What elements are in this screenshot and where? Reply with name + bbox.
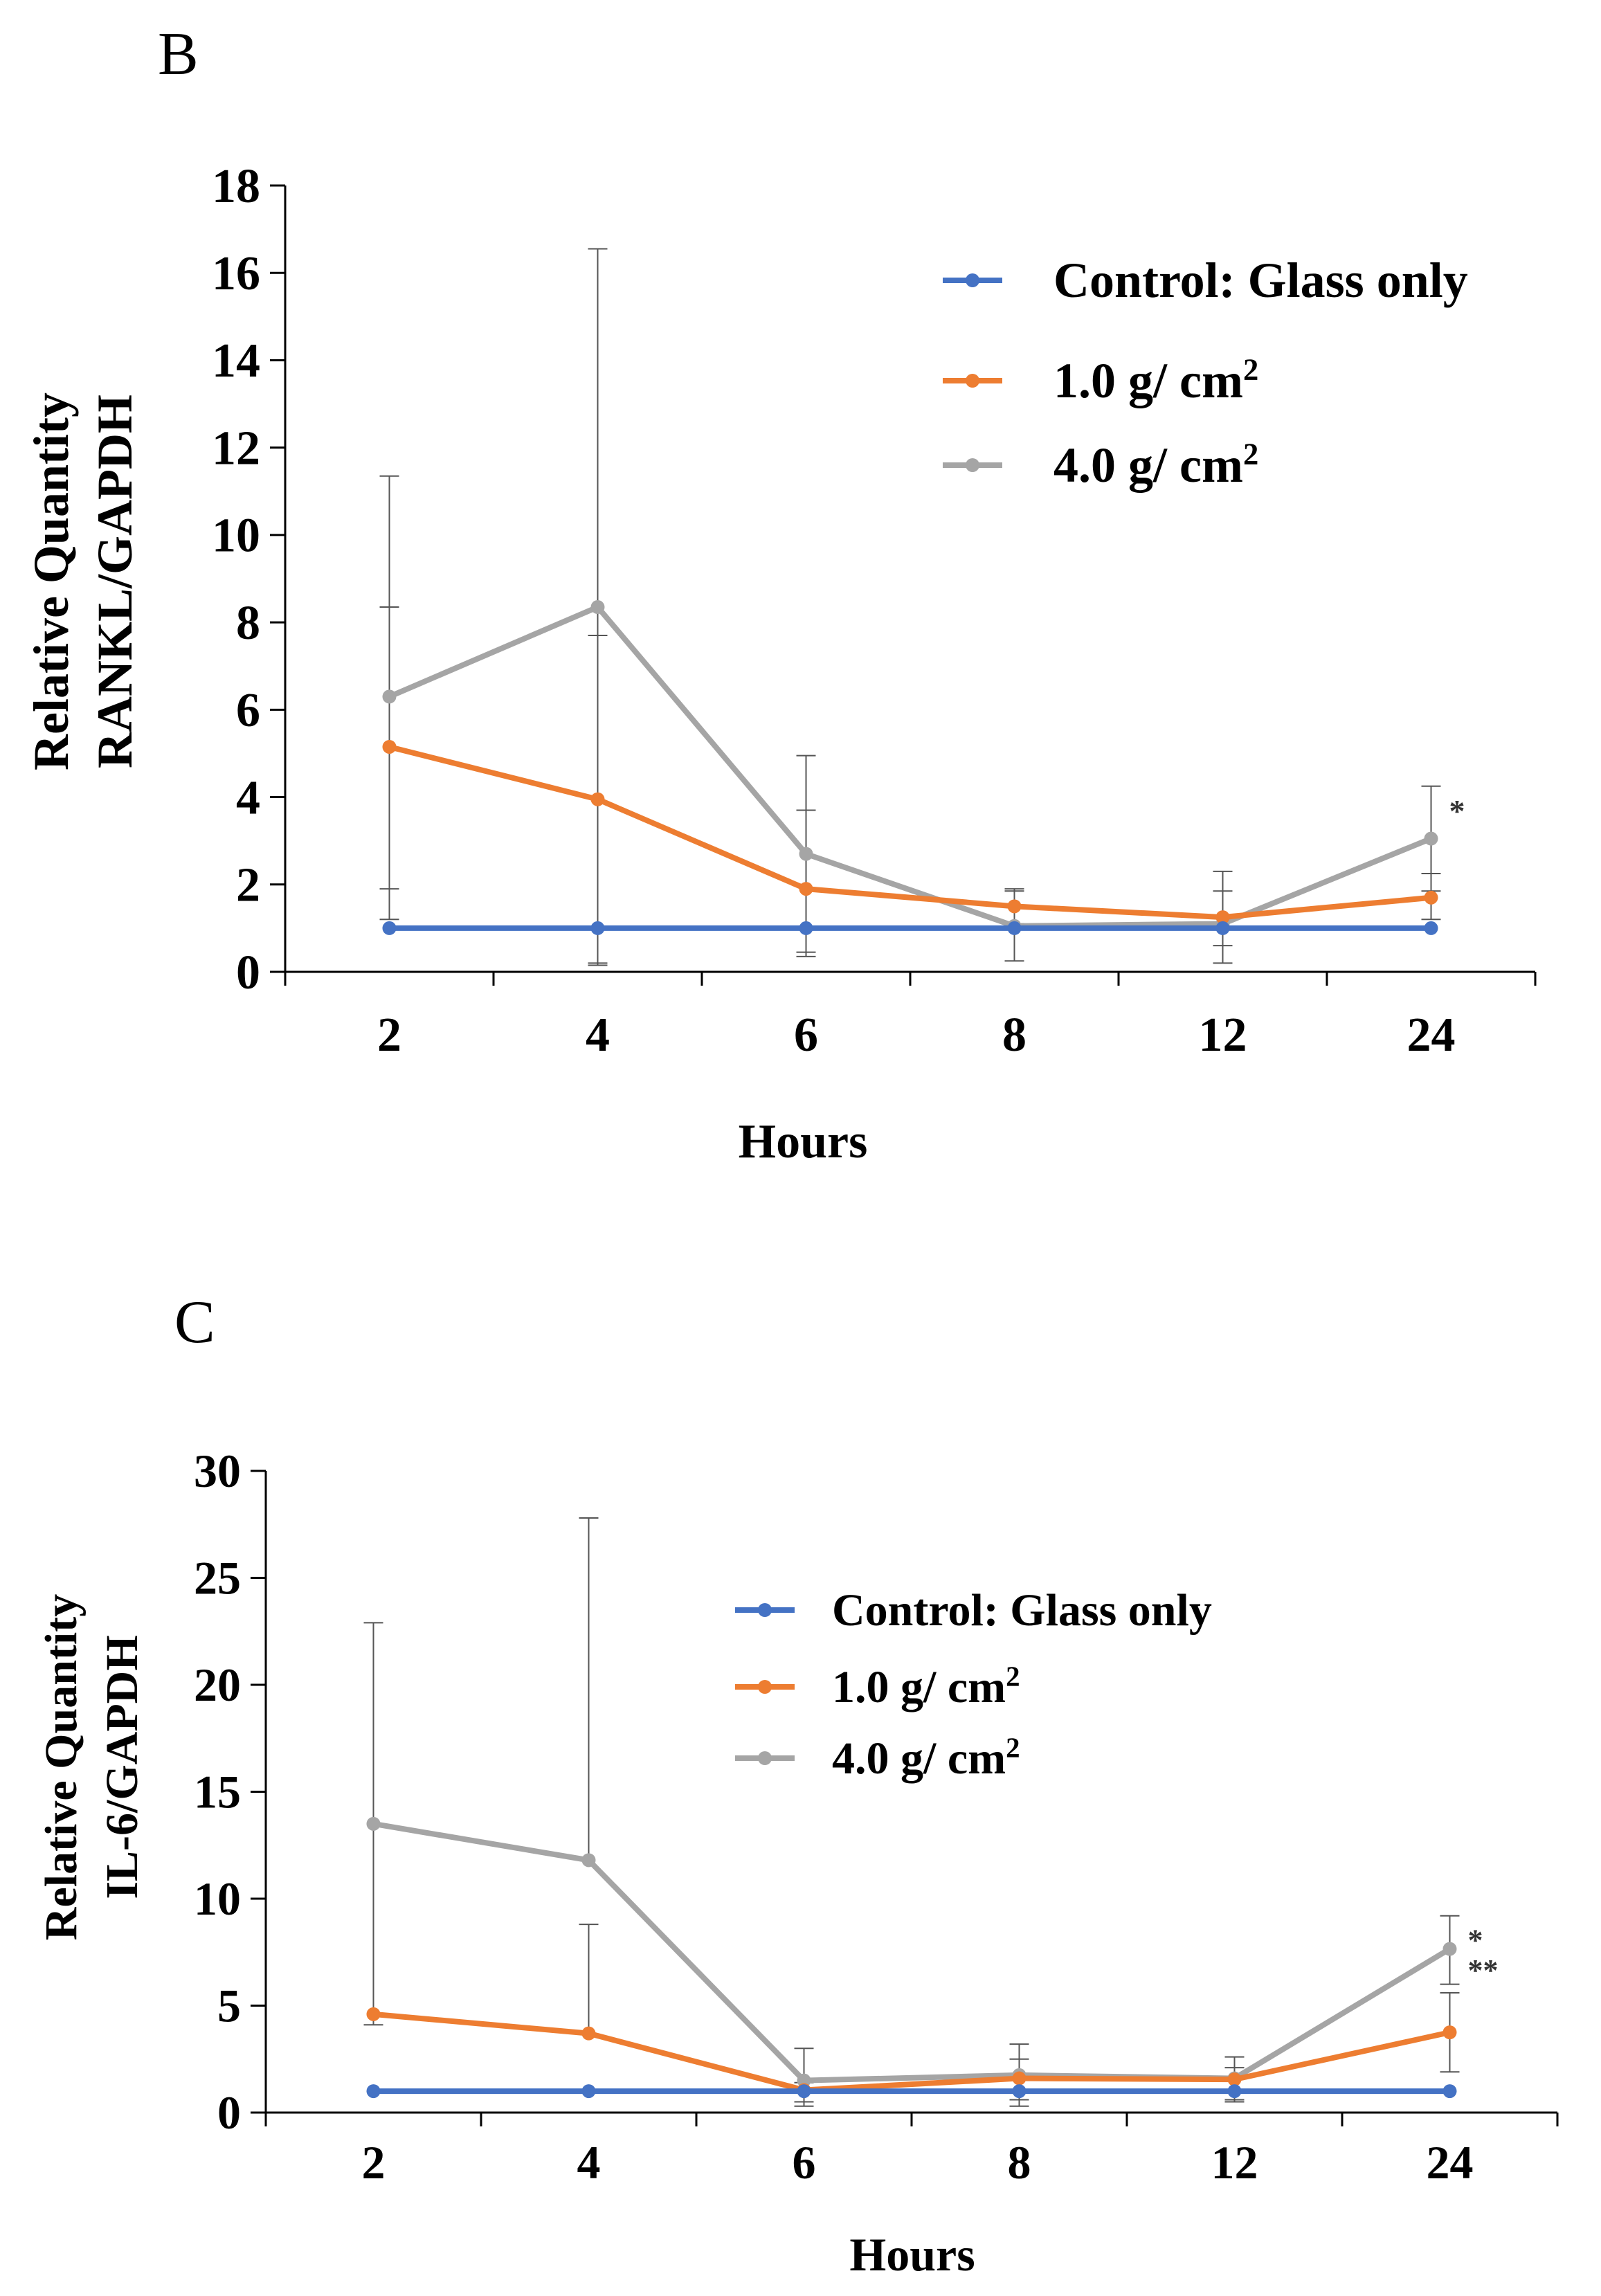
data-point — [581, 2084, 596, 2099]
significance-marker: * — [1468, 1924, 1483, 1958]
legend-label: Control: Glass only — [832, 1585, 1212, 1636]
x-tick-label: 6 — [793, 2136, 816, 2189]
x-tick-label: 24 — [1407, 1009, 1456, 1062]
x-axis-title: Hours — [849, 2228, 975, 2281]
data-point — [581, 1853, 596, 1868]
legend-label: 1.0 g/ cm2 — [1053, 352, 1258, 408]
y-tick-label: 6 — [236, 684, 260, 737]
data-point — [366, 2084, 381, 2099]
x-tick-label: 2 — [377, 1009, 401, 1062]
data-point — [1442, 1942, 1457, 1956]
significance-marker: ** — [1468, 1953, 1499, 1987]
data-point — [799, 921, 813, 935]
x-tick-label: 12 — [1211, 2136, 1258, 2189]
data-point — [581, 2026, 596, 2041]
y-tick-label: 0 — [217, 2086, 241, 2139]
data-point — [382, 921, 397, 935]
data-point — [1227, 2084, 1242, 2099]
panel-c: C 0 5 10 15 20 25 30 2 4 6 8 12 24 Hours Relative Quan… — [0, 1274, 1601, 2296]
legend-label: 4.0 g/ cm2 — [1053, 437, 1258, 493]
panel-letter-b: B — [158, 21, 199, 88]
legend-label-superscript: 2 — [1243, 437, 1258, 471]
series-line — [373, 2011, 1451, 2093]
data-point — [1227, 2072, 1242, 2087]
panel-letter-c: C — [174, 1289, 215, 1356]
legend-label: 4.0 g/ cm2 — [832, 1733, 1020, 1784]
x-tick-label: 4 — [577, 2136, 601, 2189]
y-tick-label: 25 — [194, 1552, 241, 1605]
data-point — [1424, 890, 1438, 905]
y-axis-title-line: Relative Quantity — [36, 1594, 87, 1940]
panel-b: B 0 2 4 6 8 10 12 14 16 18 2 4 6 8 12 24 Hours Relative Q… — [24, 21, 1537, 1168]
legend-swatch-marker — [966, 374, 979, 388]
legend-label-superscript: 2 — [1006, 1661, 1020, 1692]
data-point — [799, 882, 813, 896]
legend-label: Control: Glass only — [1053, 253, 1468, 308]
y-tick-label: 8 — [236, 597, 260, 650]
y-tick-label: 10 — [212, 509, 260, 563]
data-point — [797, 2084, 811, 2099]
y-tick-label: 30 — [194, 1445, 241, 1497]
legend-label-superscript: 2 — [1243, 352, 1258, 387]
data-point — [382, 689, 397, 704]
data-point — [590, 792, 605, 806]
y-tick-label: 4 — [236, 771, 260, 824]
data-point — [1007, 899, 1022, 914]
y-tick-label: 12 — [212, 422, 260, 475]
data-point — [366, 1816, 381, 1831]
legend-swatch-marker — [758, 1680, 772, 1694]
y-tick-label: 10 — [194, 1872, 241, 1925]
series-line — [372, 1820, 1451, 2083]
data-point — [590, 921, 605, 935]
significance-marker: * — [1449, 793, 1465, 829]
series-line — [388, 604, 1433, 929]
data-point — [799, 847, 813, 861]
data-point — [1215, 910, 1230, 925]
x-tick-label: 12 — [1199, 1009, 1247, 1062]
series-line — [388, 744, 1431, 921]
data-point — [1012, 2071, 1026, 2086]
y-axis-title-line: RANKL/GAPDH — [87, 395, 143, 768]
y-tick-label: 20 — [194, 1658, 241, 1711]
y-tick-label: 14 — [212, 334, 260, 388]
data-point — [797, 2073, 811, 2088]
legend-label: 1.0 g/ cm2 — [832, 1661, 1020, 1712]
data-point — [366, 2007, 381, 2021]
y-tick-label: 15 — [194, 1766, 241, 1818]
legend-swatch-marker — [758, 1603, 772, 1617]
data-point — [1424, 831, 1438, 846]
data-point — [1442, 2084, 1457, 2099]
data-point — [590, 600, 605, 615]
x-tick-label: 8 — [1008, 2136, 1031, 2189]
y-tick-label: 5 — [217, 1980, 241, 2032]
x-tick-label: 2 — [362, 2136, 386, 2189]
legend-swatch-marker — [966, 273, 979, 287]
data-point — [1215, 921, 1230, 935]
x-tick-label: 4 — [586, 1009, 610, 1062]
legend-swatch-marker — [758, 1751, 772, 1765]
y-axis-title-line: Relative Quantity — [24, 392, 79, 770]
x-axis-title: Hours — [739, 1115, 868, 1168]
y-tick-label: 18 — [212, 160, 260, 213]
x-tick-label: 24 — [1427, 2136, 1474, 2189]
data-point — [1012, 2084, 1026, 2099]
legend-swatch-marker — [966, 458, 979, 472]
data-point — [1442, 2025, 1457, 2040]
data-point — [1007, 921, 1022, 935]
x-tick-label: 8 — [1002, 1009, 1026, 1062]
y-tick-label: 16 — [212, 247, 260, 300]
data-point — [382, 739, 397, 754]
x-tick-label: 6 — [794, 1009, 818, 1062]
legend-label-superscript: 2 — [1006, 1733, 1020, 1764]
y-tick-label: 2 — [236, 859, 260, 912]
y-axis-title-line: IL-6/GAPDH — [97, 1635, 147, 1899]
y-tick-label: 0 — [236, 946, 260, 1000]
data-point — [1424, 921, 1438, 935]
